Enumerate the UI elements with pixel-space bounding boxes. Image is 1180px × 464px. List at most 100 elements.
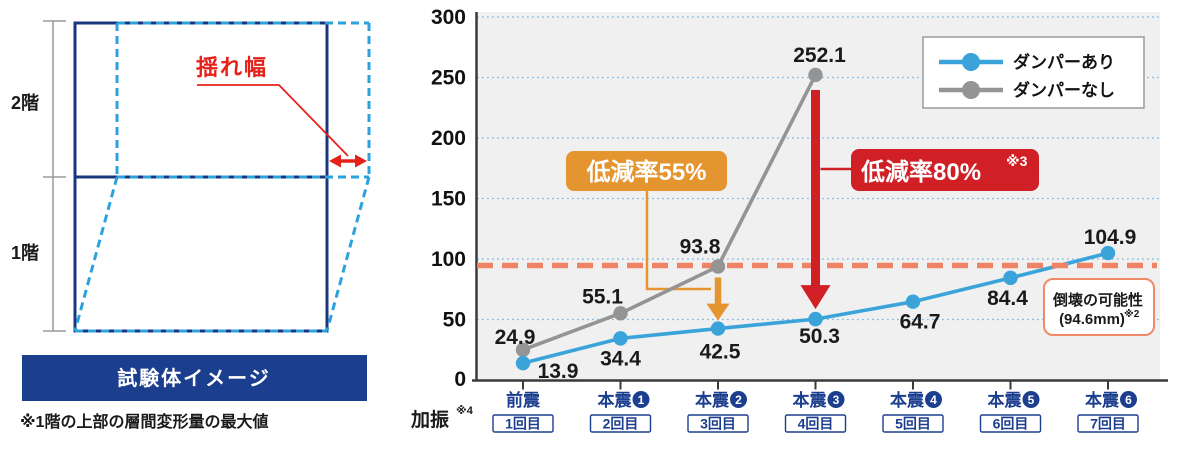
- x-category-6: 本震 5 6回目: [979, 381, 1042, 433]
- floor-2-label: 2階: [11, 93, 39, 113]
- trial-count-box: [784, 414, 847, 433]
- data-point: [905, 294, 921, 309]
- reduction-80-callout: 低減率80% ※3: [851, 149, 1039, 191]
- data-label: 13.9: [538, 360, 579, 383]
- y-tick-labels: 0 50 100 150 200 250 300: [431, 6, 466, 391]
- legend-item-with-damper: ダンパーあり: [939, 52, 1115, 72]
- data-label: 252.1: [793, 44, 846, 67]
- displacement-chart: 0 50 100 150 200 250 300 24.955.193.8252…: [410, 6, 1168, 433]
- trial-count-box: [589, 414, 652, 433]
- data-label: 104.9: [1084, 226, 1137, 249]
- x-axis-title: 加振: [410, 408, 449, 431]
- trial-count-box: [979, 414, 1042, 433]
- specimen-caption: 試験体イメージ: [117, 366, 271, 390]
- x-category-label: 本震: [890, 390, 925, 410]
- reduction-55-arrow: [706, 277, 730, 321]
- sway-width-label: 揺れ幅: [196, 55, 268, 80]
- trial-count-label: 2回目: [603, 416, 639, 432]
- trial-count-label: 6回目: [993, 416, 1029, 432]
- trial-count-label: 1回目: [505, 416, 541, 432]
- data-point: [613, 306, 628, 321]
- trial-count-box: [687, 414, 749, 433]
- x-category-4: 本震 3 4回目: [784, 381, 847, 433]
- x-category-label: 本震: [988, 390, 1023, 410]
- x-category-number: 1: [638, 393, 645, 407]
- trial-count-label: 7回目: [1090, 416, 1126, 432]
- x-category-label: 前震: [506, 390, 541, 410]
- x-category-number: 5: [1028, 393, 1035, 407]
- data-point: [515, 342, 531, 358]
- legend-marker-without-damper: [962, 81, 980, 99]
- data-label: 34.4: [600, 347, 641, 370]
- specimen-diagram: 2階 1階 揺れ幅 試験体イメージ ※1階の上部の層間変形量の最大値: [11, 20, 371, 431]
- data-label: 42.5: [700, 341, 741, 364]
- reduction-80-label: 低減率80%: [860, 158, 981, 186]
- dimension-bracket: [43, 20, 66, 332]
- trial-count-box: [492, 414, 554, 433]
- x-category-3: 本震 2 3回目: [687, 381, 749, 433]
- data-point: [515, 355, 531, 371]
- collapse-label-sup: ※2: [1124, 308, 1140, 320]
- legend-label-with-damper: ダンパーあり: [1013, 52, 1115, 72]
- data-point: [613, 331, 628, 346]
- x-axis-categories: 前震 1回目 本震 1 2回目 本震 2 3回目 本震 3 4回目 本震 4 5回目 本震 5 6回目 本震 6 7回…: [492, 381, 1139, 433]
- ytick-300: 300: [431, 6, 466, 29]
- x-category-7: 本震 6 7回目: [1077, 381, 1139, 433]
- collapse-label-line2: (94.6mm): [1059, 311, 1125, 328]
- data-label: 50.3: [799, 325, 840, 348]
- data-label: 93.8: [680, 236, 721, 259]
- x-category-number-badge: [827, 391, 845, 408]
- legend: ダンパーあり ダンパーなし: [922, 36, 1145, 109]
- floor-1-label: 1階: [11, 243, 39, 263]
- caption-banner: [22, 355, 367, 401]
- data-point: [710, 259, 726, 274]
- trial-count-label: 3回目: [700, 416, 736, 432]
- x-category-number: 4: [930, 393, 937, 407]
- legend-label-without-damper: ダンパーなし: [1013, 80, 1115, 100]
- x-category-label: 本震: [695, 390, 730, 410]
- sway-width-arrow: [329, 154, 367, 168]
- reduction-55-callout: 低減率55%: [566, 151, 727, 191]
- x-category-number: 3: [833, 393, 840, 407]
- legend-marker-with-damper: [962, 53, 980, 71]
- reduction-80-sup: ※3: [1006, 153, 1028, 169]
- deformed-outline: [73, 21, 371, 333]
- x-category-number: 2: [735, 393, 742, 407]
- data-label: 24.9: [495, 326, 536, 349]
- footnote-note1: ※1階の上部の層間変形量の最大値: [20, 412, 268, 431]
- data-point: [710, 321, 726, 336]
- x-category-number-badge: [730, 391, 747, 408]
- x-category-number-badge: [1120, 391, 1137, 408]
- callout-connectors: [645, 167, 851, 291]
- reduction-55-connector: [645, 191, 711, 291]
- ytick-150: 150: [431, 188, 466, 211]
- x-category-label: 本震: [598, 390, 633, 410]
- trial-count-box: [1077, 414, 1139, 433]
- data-label: 84.4: [987, 287, 1028, 310]
- reduction-80-arrow: [800, 89, 831, 310]
- sway-pointer-line: [197, 84, 349, 157]
- x-category-1: 前震 1回目: [492, 381, 554, 433]
- reduction-55-label: 低減率55%: [585, 158, 706, 186]
- collapse-threshold-label: 倒壊の可能性 (94.6mm) ※2: [1043, 278, 1155, 336]
- trial-count-label: 5回目: [895, 416, 931, 432]
- series-line-without-damper: [522, 74, 818, 352]
- data-point: [808, 67, 823, 83]
- data-point: [1003, 270, 1018, 286]
- series-points: [515, 67, 1116, 371]
- x-axis-title-sup: ※4: [456, 405, 474, 417]
- x-category-number: 6: [1125, 393, 1132, 407]
- data-label: 55.1: [582, 285, 623, 308]
- ytick-100: 100: [431, 248, 466, 271]
- collapse-label-line1: 倒壊の可能性: [1052, 291, 1143, 309]
- x-category-number-badge: [632, 391, 650, 408]
- data-label: 64.7: [900, 311, 941, 334]
- x-category-label: 本震: [1085, 390, 1120, 410]
- x-category-number-badge: [925, 391, 942, 408]
- x-category-2: 本震 1 2回目: [589, 381, 652, 433]
- data-point: [808, 311, 823, 327]
- x-category-label: 本震: [793, 390, 828, 410]
- x-category-5: 本震 4 5回目: [882, 381, 944, 433]
- data-labels: 24.9 55.1 93.8 252.1 13.9 34.4 42.5 50.3 64.7 84.…: [495, 44, 1137, 383]
